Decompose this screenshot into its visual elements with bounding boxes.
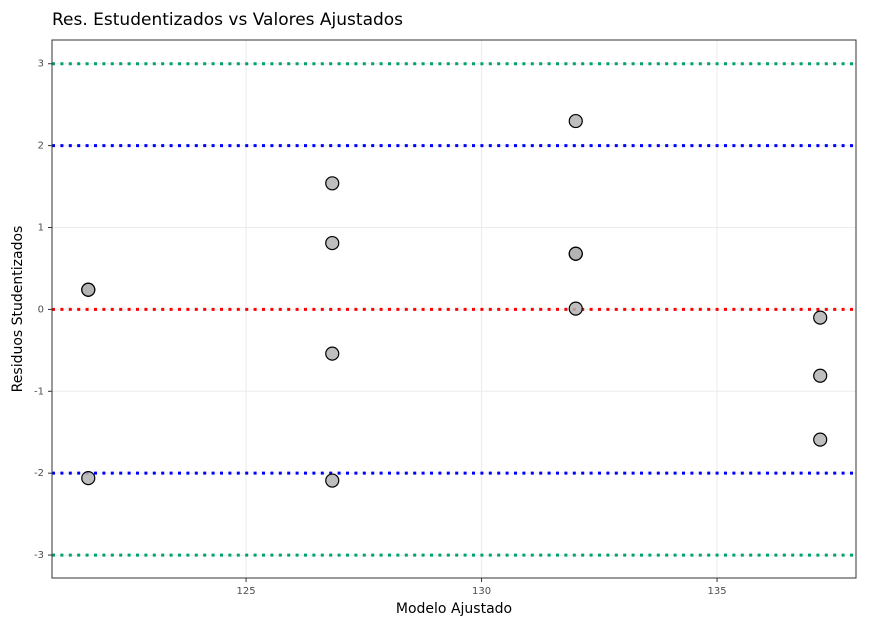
point (325, 473, 340, 488)
x-tick-label: 125 (237, 586, 256, 597)
point (813, 432, 828, 447)
chart-title: Res. Estudentizados vs Valores Ajustados (52, 10, 403, 30)
x-axis-label: Modelo Ajustado (396, 601, 512, 617)
y-tick-label: 3 (38, 59, 44, 70)
point (325, 176, 340, 191)
point (568, 113, 583, 129)
y-tick-label: 1 (38, 223, 44, 234)
y-tick-label: 0 (38, 304, 44, 315)
point (325, 346, 340, 361)
point (813, 368, 828, 383)
point (568, 301, 583, 316)
point (81, 282, 96, 297)
point (325, 235, 340, 251)
y-axis-label: Residuos Studentizados (10, 226, 26, 393)
plot-border (51, 39, 857, 579)
x-tick-label: 130 (472, 586, 491, 597)
point (81, 470, 96, 486)
point (568, 246, 583, 261)
y-tick-label: -2 (34, 468, 44, 479)
y-tick-label: -3 (34, 550, 44, 561)
x-tick-label: 135 (708, 586, 727, 597)
y-tick-label: -1 (34, 386, 44, 397)
y-tick-label: 2 (38, 141, 44, 152)
point (813, 310, 828, 325)
